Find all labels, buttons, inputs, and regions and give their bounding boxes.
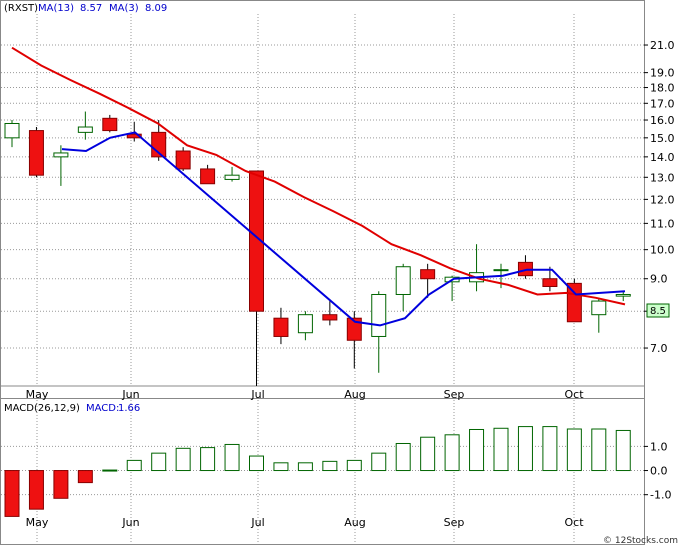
candle-up (4, 122, 20, 139)
last-price-tag (646, 303, 670, 318)
macd-bar-positive (273, 462, 289, 472)
candle-down (175, 150, 191, 170)
macd-bar-negative (53, 470, 69, 499)
price-y-tick-label: 19.0 (650, 67, 675, 80)
ma3-legend-value: 8.09 (145, 3, 167, 14)
macd-x-tick-label: May (26, 516, 49, 529)
price-y-tick-label: 15.0 (650, 132, 675, 145)
ma13-legend-value: 8.57 (80, 3, 102, 14)
macd-histogram (4, 426, 631, 517)
price-y-tick-label: 13.0 (650, 171, 675, 184)
macd-x-tick-label: Aug (344, 516, 365, 529)
macd-bar-positive (615, 429, 631, 472)
macd-bar-negative (77, 470, 93, 484)
macd-bar-positive (566, 428, 582, 472)
candle-down (420, 269, 436, 280)
candle-up (371, 293, 387, 337)
ticker-label: (RXST) (4, 3, 38, 14)
candle-down (346, 317, 362, 341)
candle-down (249, 170, 264, 312)
macd-bar-positive (591, 428, 607, 472)
price-y-tick-label: 10.0 (650, 244, 675, 257)
candle-up (395, 266, 411, 295)
candle-up (77, 126, 93, 133)
macd-bar-positive (322, 460, 338, 472)
price-y-tick-label: 9.0 (650, 273, 668, 286)
price-y-tick-label: 7.0 (650, 342, 668, 355)
macd-bar-positive (517, 426, 533, 472)
macd-bar-positive (469, 428, 485, 472)
macd-y-tick-label: -1.0 (650, 489, 671, 502)
candle-up (591, 300, 607, 316)
macd-y-tick-label: 0.0 (650, 465, 668, 478)
macd-bar-positive (224, 443, 240, 472)
macd-bar-positive (126, 459, 142, 472)
watermark: © 12Stocks.com (603, 536, 678, 546)
macd-bar-positive (346, 459, 362, 472)
macd-bar-positive (102, 469, 118, 472)
price-x-tick-label: Oct (564, 388, 584, 401)
candle-up (53, 152, 69, 158)
price-x-tick-label: May (26, 388, 49, 401)
macd-y-axis: -1.0 0.0 1.0 (644, 440, 671, 502)
price-y-tick-label: 17.0 (650, 97, 675, 110)
price-y-tick-label: 16.0 (650, 114, 675, 127)
macd-y-tick-label: 1.0 (650, 440, 668, 453)
price-x-tick-label: Jun (121, 388, 139, 401)
macd-value: 1.66 (118, 403, 140, 414)
macd-bar-positive (444, 434, 460, 472)
price-y-tick-label: 12.0 (650, 193, 675, 206)
macd-label: MACD(26,12,9) (4, 403, 80, 414)
ma3-line (61, 131, 626, 327)
price-x-axis: May Jun Jul Aug Sep Oct (1, 385, 644, 401)
candle-down (322, 314, 338, 321)
macd-bar-positive (371, 452, 387, 472)
price-x-tick-label: Sep (444, 388, 465, 401)
price-y-tick-label: 21.0 (650, 39, 675, 52)
macd-panel-frame (0, 398, 645, 545)
macd-x-tick-label: Jun (121, 516, 139, 529)
macd-bar-positive (297, 462, 313, 472)
candle-up (224, 174, 240, 180)
macd-x-tick-label: Sep (444, 516, 465, 529)
macd-bar-positive (200, 447, 216, 472)
candle-down (126, 133, 142, 139)
macd-x-tick-label: Jul (250, 516, 264, 529)
price-y-tick-label: 11.0 (650, 217, 675, 230)
price-x-tick-label: Aug (344, 388, 365, 401)
macd-bar-positive (420, 436, 436, 472)
candle-down (273, 317, 289, 337)
price-y-tick-label: 14.0 (650, 151, 675, 164)
macd-bar-negative (4, 470, 20, 517)
candle-down (542, 278, 558, 287)
candle-up (297, 314, 313, 334)
price-gridlines (1, 14, 644, 386)
candle-down (200, 168, 216, 185)
macd-bar-positive (542, 426, 558, 472)
candle-up (493, 269, 509, 272)
macd-bar-negative (28, 470, 44, 510)
macd-x-axis: May Jun Jul Aug Sep Oct (26, 516, 585, 529)
macd-bar-positive (151, 452, 167, 472)
price-x-tick-label: Jul (250, 388, 264, 401)
macd-bar-positive (175, 447, 191, 472)
macd-bar-positive (395, 442, 411, 472)
candle-down (102, 117, 118, 132)
price-y-tick-label: 18.0 (650, 82, 675, 95)
macd-bar-positive (493, 427, 509, 472)
last-price-label: 8.5 (650, 306, 666, 317)
macd-value-label: MACD: (86, 403, 119, 414)
macd-bar-positive (249, 455, 264, 472)
ma3-legend-label: MA(3) (109, 3, 139, 14)
moving-average-lines (11, 46, 626, 327)
candle-up (615, 293, 631, 297)
macd-x-tick-label: Oct (564, 516, 584, 529)
candle-down (28, 130, 44, 176)
ma13-legend-label: MA(13) (38, 3, 74, 14)
ma13-line (11, 46, 626, 306)
